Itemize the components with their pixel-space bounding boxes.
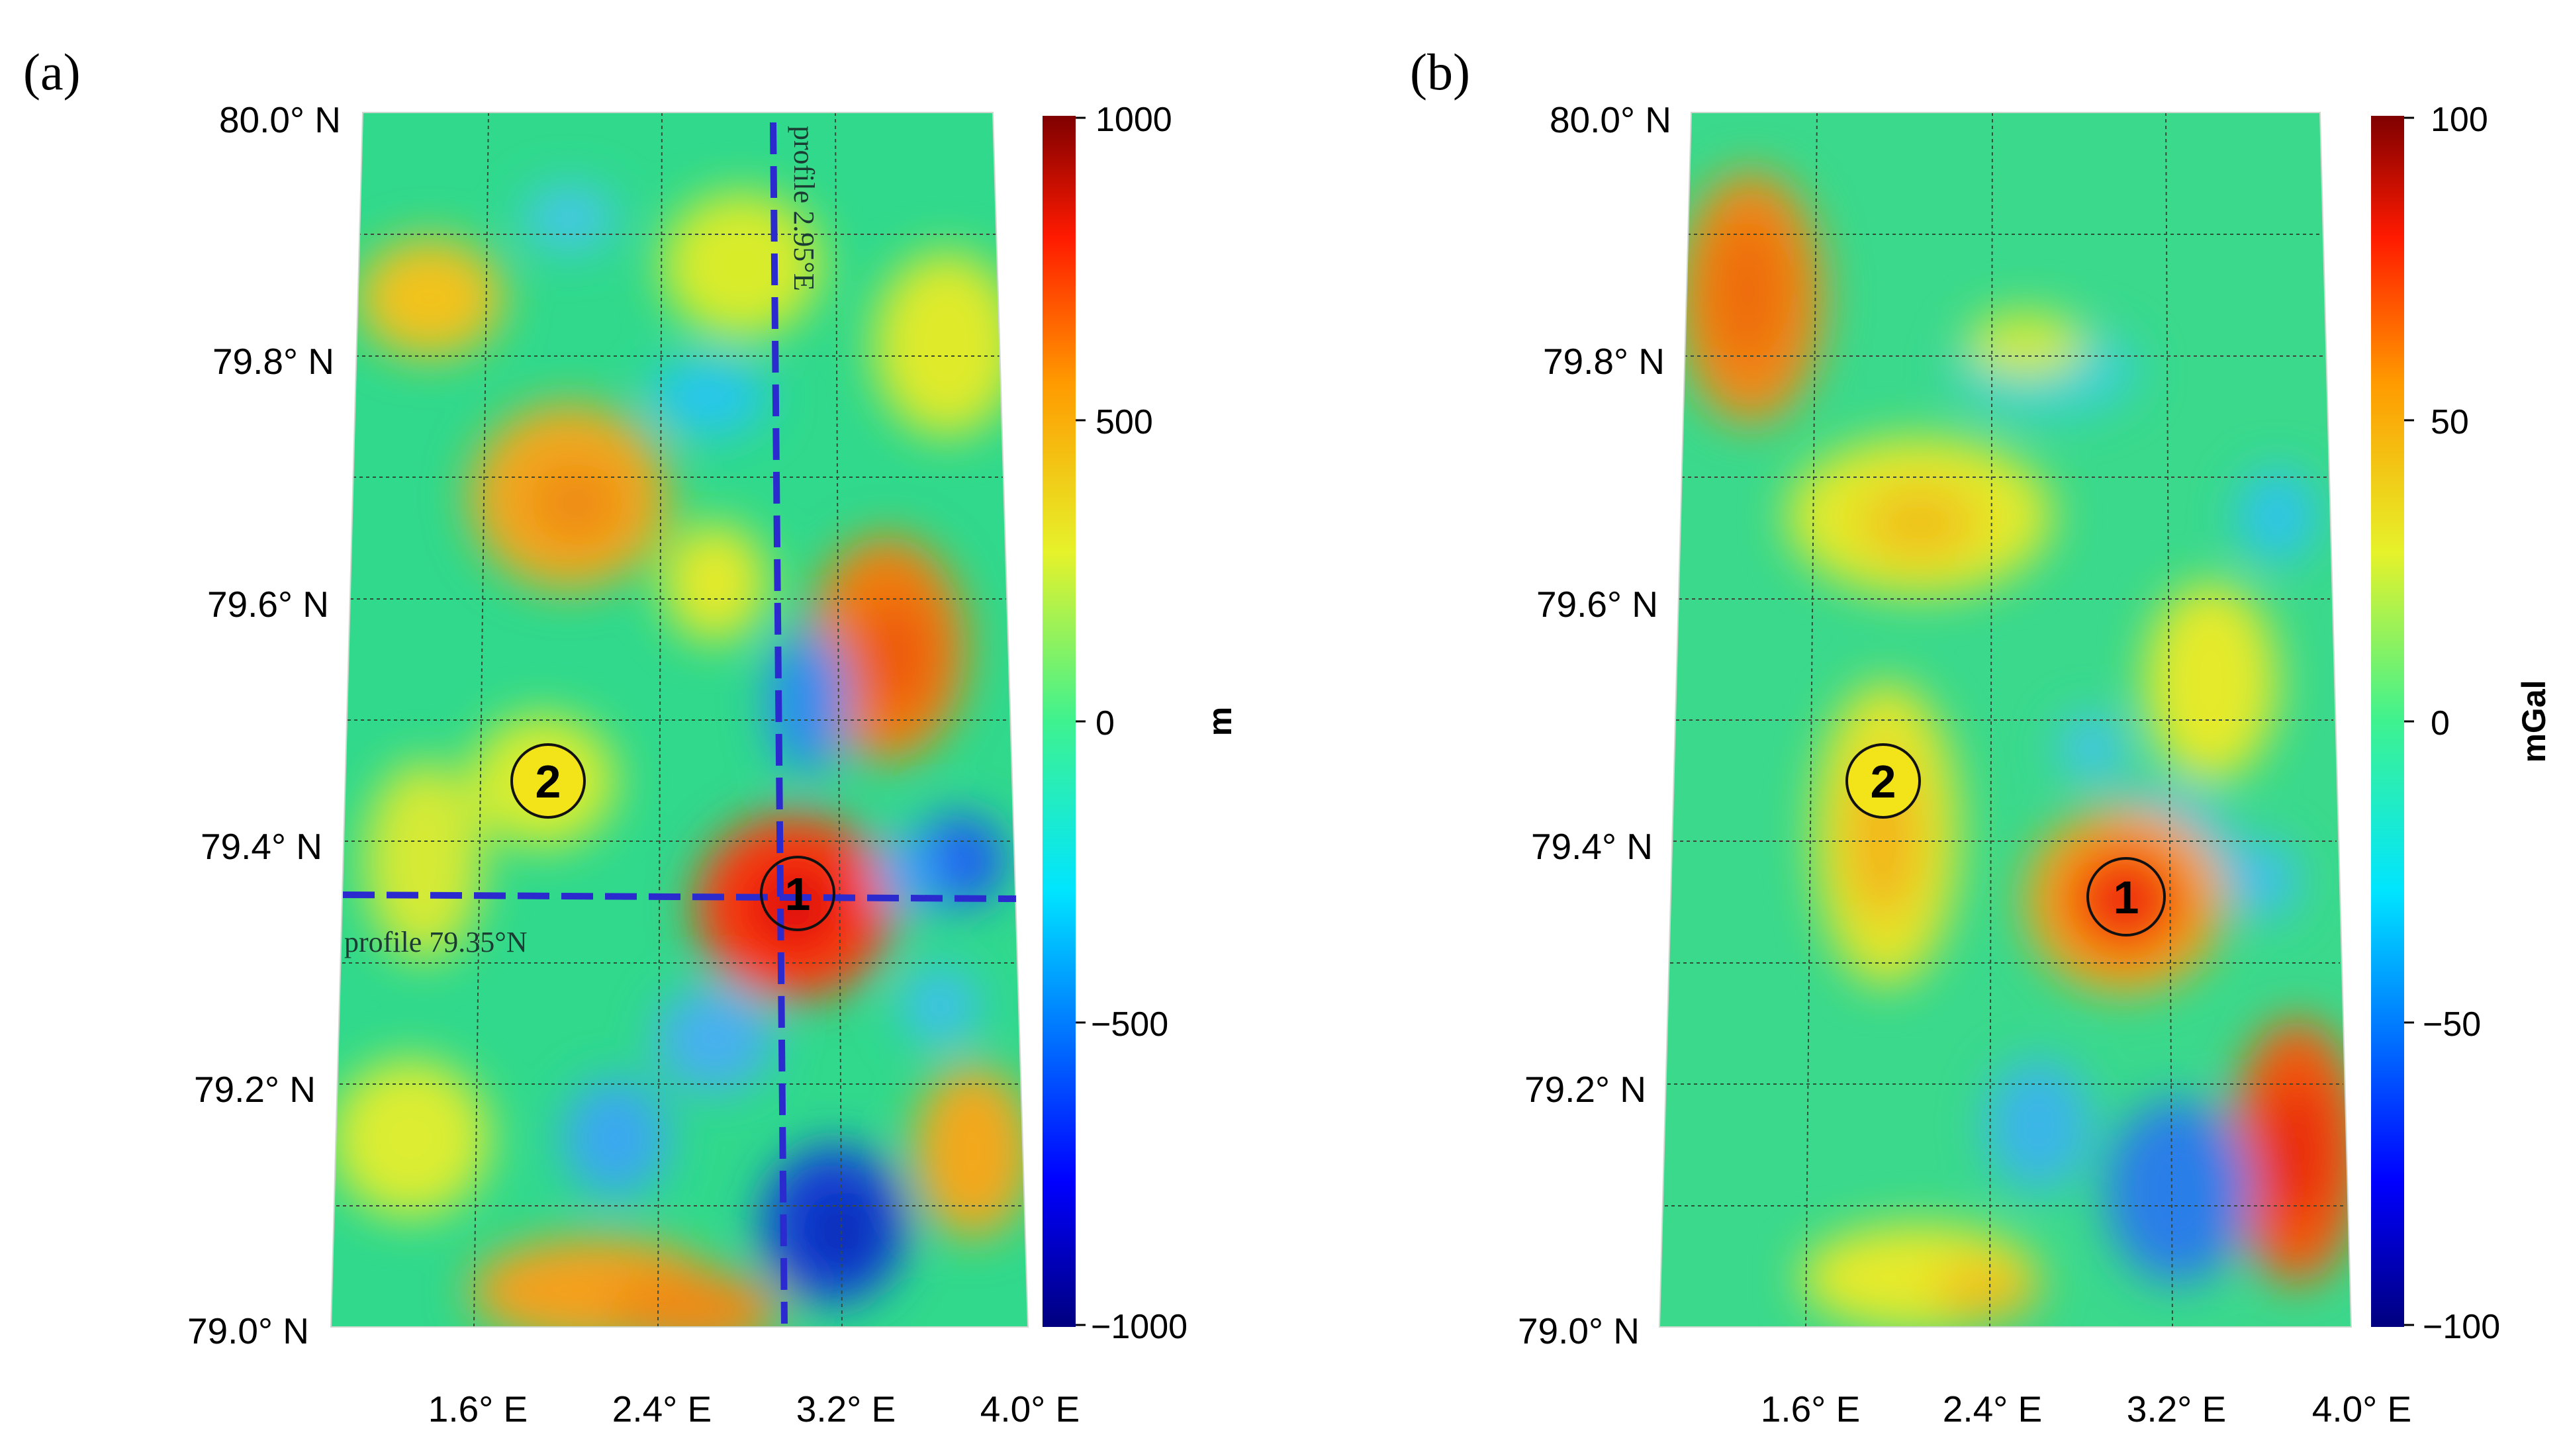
panel-b-lon-labels: 1.6° E 2.4° E 3.2° E 4.0° E xyxy=(1761,1388,2411,1430)
svg-text:2: 2 xyxy=(1871,756,1896,807)
panel-a-map xyxy=(331,113,1028,1327)
lat-label: 79.0° N xyxy=(187,1310,309,1351)
panel-a-marker-1: 1 xyxy=(760,856,835,931)
panel-b-label: (b) xyxy=(1410,43,1470,101)
lat-label: 79.8° N xyxy=(1543,341,1665,382)
lat-label: 79.4° N xyxy=(1531,826,1653,867)
panel-b-lat-labels: 80.0° N 79.8° N 79.6° N 79.4° N 79.2° N … xyxy=(1518,99,1671,1351)
profile-ew-label: profile 79.35°N xyxy=(344,926,528,958)
lat-label: 79.2° N xyxy=(194,1069,316,1110)
panel-a-map-outline xyxy=(330,112,1029,1328)
lat-label: 80.0° N xyxy=(219,99,341,140)
lat-label: 80.0° N xyxy=(1550,99,1671,140)
lat-label: 79.6° N xyxy=(1536,584,1658,625)
panel-a-label: (a) xyxy=(23,43,81,101)
lon-label: 2.4° E xyxy=(612,1388,712,1430)
lon-label: 1.6° E xyxy=(428,1388,528,1430)
panel-a-lat-labels: 80.0° N 79.8° N 79.6° N 79.4° N 79.2° N … xyxy=(187,99,341,1351)
colorbar-tick-label: −100 xyxy=(2423,1308,2500,1346)
lat-label: 79.8° N xyxy=(212,341,334,382)
colorbar-tick-label: −500 xyxy=(1091,1005,1168,1044)
panel-b-marker-1: 1 xyxy=(2086,857,2166,936)
panel-b-colorbar xyxy=(2371,116,2404,1327)
lon-label: 1.6° E xyxy=(1761,1388,1860,1430)
lat-label: 79.0° N xyxy=(1518,1310,1640,1351)
colorbar-tick-label: 500 xyxy=(1095,403,1153,441)
profile-line-ns xyxy=(770,122,788,1324)
svg-text:1: 1 xyxy=(785,868,811,920)
colorbar-tick-label: 0 xyxy=(2431,704,2450,743)
lon-label: 4.0° E xyxy=(2312,1388,2411,1430)
svg-text:2: 2 xyxy=(536,756,561,807)
colorbar-tick-label: 1000 xyxy=(1095,101,1172,139)
panel-a-lon-labels: 1.6° E 2.4° E 3.2° E 4.0° E xyxy=(428,1388,1080,1430)
panel-b-marker-2: 2 xyxy=(1845,743,1921,819)
lat-label: 79.6° N xyxy=(207,584,329,625)
lon-label: 2.4° E xyxy=(1943,1388,2042,1430)
colorbar-tick-label: 0 xyxy=(1095,704,1115,743)
colorbar-unit: m xyxy=(1201,707,1238,736)
lat-label: 79.2° N xyxy=(1524,1069,1646,1110)
panel-a-marker-2: 2 xyxy=(510,743,586,819)
profile-ns-label: profile 2.95°E xyxy=(788,126,820,291)
lon-label: 4.0° E xyxy=(980,1388,1080,1430)
lon-label: 3.2° E xyxy=(2127,1388,2226,1430)
svg-text:1: 1 xyxy=(2114,872,2139,923)
colorbar-tick-label: −1000 xyxy=(1091,1308,1188,1346)
panel-b-colorbar-ticks xyxy=(2404,116,2414,1326)
colorbar-tick-label: −50 xyxy=(2423,1005,2481,1044)
lon-label: 3.2° E xyxy=(796,1388,896,1430)
colorbar-tick-label: 50 xyxy=(2431,403,2469,441)
profile-line-ew xyxy=(342,891,1017,902)
panel-b-map-outline xyxy=(1658,112,2353,1328)
panel-a-colorbar-ticks xyxy=(1076,116,1086,1326)
colorbar-unit: mGal xyxy=(2515,680,2552,762)
lat-label: 79.4° N xyxy=(201,826,322,867)
panel-a-colorbar xyxy=(1043,116,1076,1327)
panel-b-map xyxy=(1659,113,2351,1327)
colorbar-tick-label: 100 xyxy=(2431,101,2488,139)
